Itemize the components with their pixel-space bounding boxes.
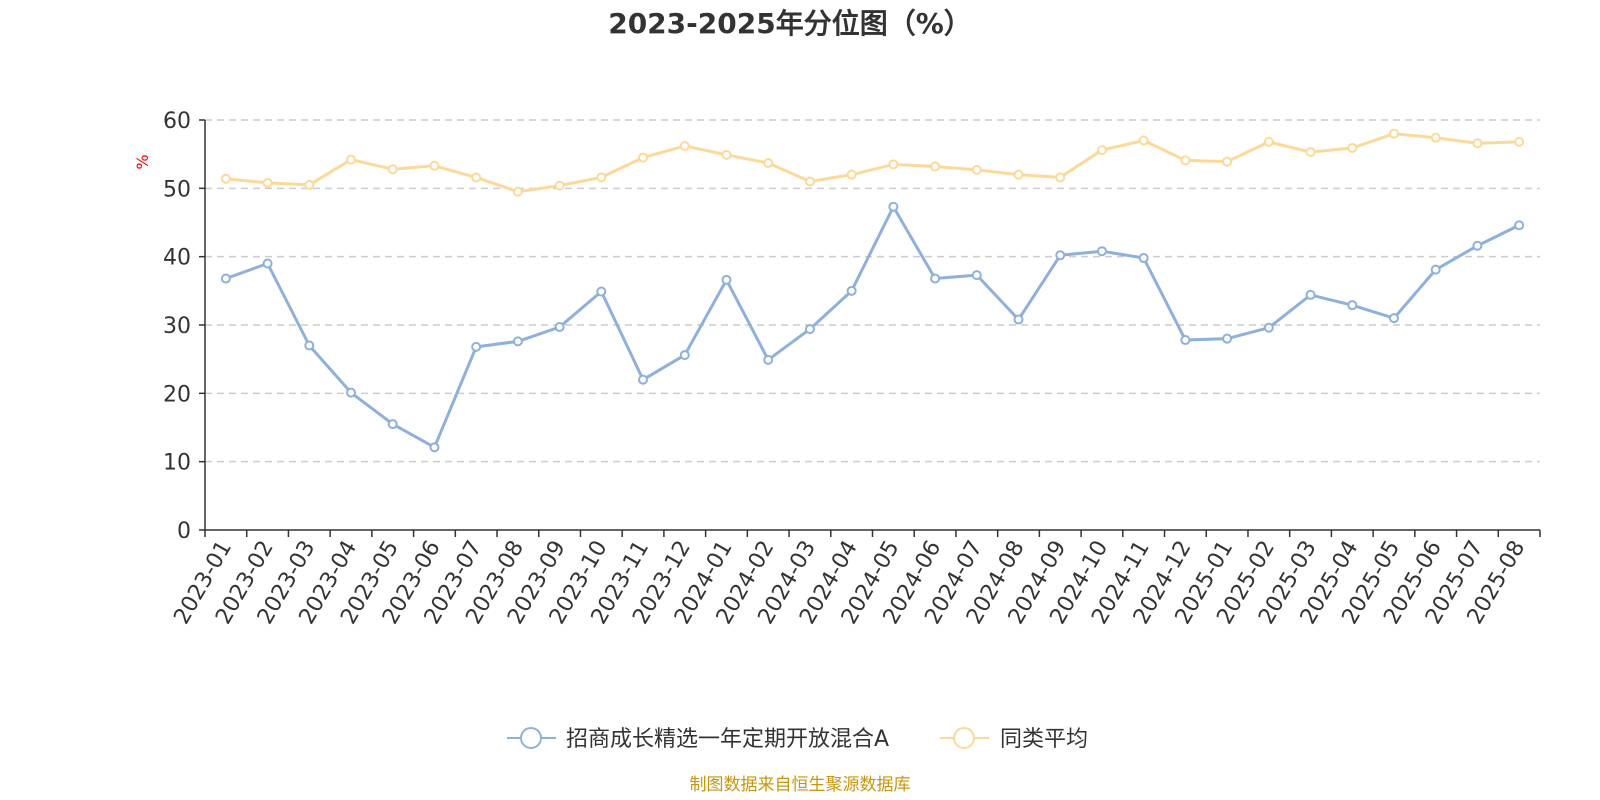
data-point[interactable]: [1430, 264, 1441, 275]
y-tick-label: 10: [163, 451, 191, 476]
data-point[interactable]: [1263, 136, 1274, 147]
data-point[interactable]: [1180, 335, 1191, 346]
y-axis-ticks: 0 10 20 30 40 50 60: [163, 109, 205, 544]
data-point[interactable]: [1347, 143, 1358, 154]
data-point[interactable]: [763, 158, 774, 169]
data-point[interactable]: [346, 387, 357, 398]
data-point[interactable]: [763, 354, 774, 365]
data-point[interactable]: [930, 273, 941, 284]
data-point[interactable]: [888, 159, 899, 170]
data-point[interactable]: [679, 350, 690, 361]
data-point[interactable]: [971, 164, 982, 175]
y-tick-label: 40: [163, 246, 191, 271]
data-point[interactable]: [554, 322, 565, 333]
data-point[interactable]: [429, 160, 440, 171]
y-tick-label: 20: [163, 382, 191, 407]
data-point[interactable]: [1138, 253, 1149, 264]
y-axis-label: %: [133, 154, 152, 169]
data-point[interactable]: [471, 172, 482, 183]
data-point[interactable]: [679, 140, 690, 151]
y-tick-label: 0: [177, 519, 191, 544]
data-point[interactable]: [220, 173, 231, 184]
data-point[interactable]: [846, 169, 857, 180]
data-point[interactable]: [804, 176, 815, 187]
data-point[interactable]: [971, 270, 982, 281]
data-point[interactable]: [1138, 135, 1149, 146]
data-point[interactable]: [262, 258, 273, 269]
series-1: [220, 128, 1525, 197]
legend-fund-marker: [520, 727, 542, 749]
legend-item-average[interactable]: 同类平均: [940, 727, 1088, 752]
data-point[interactable]: [1096, 145, 1107, 156]
data-point[interactable]: [804, 324, 815, 335]
data-point[interactable]: [304, 179, 315, 190]
data-point[interactable]: [888, 201, 899, 212]
data-point[interactable]: [554, 180, 565, 191]
data-point[interactable]: [638, 374, 649, 385]
x-axis-ticks: 2023-012023-022023-032023-042023-052023-…: [169, 530, 1541, 629]
data-point[interactable]: [1096, 246, 1107, 257]
data-point[interactable]: [429, 442, 440, 453]
data-point[interactable]: [721, 274, 732, 285]
data-point[interactable]: [1055, 172, 1066, 183]
data-point[interactable]: [846, 285, 857, 296]
data-point[interactable]: [1472, 138, 1483, 149]
data-point[interactable]: [262, 177, 273, 188]
data-point[interactable]: [596, 286, 607, 297]
data-point[interactable]: [1305, 289, 1316, 300]
series-group: [220, 128, 1525, 453]
data-point[interactable]: [1472, 240, 1483, 251]
data-point[interactable]: [512, 336, 523, 347]
data-point[interactable]: [1222, 156, 1233, 167]
series-line: [225, 205, 1520, 449]
legend-average-marker: [953, 727, 975, 749]
data-point[interactable]: [638, 152, 649, 163]
data-point[interactable]: [1180, 155, 1191, 166]
legend-item-fund[interactable]: 招商成长精选一年定期开放混合A: [507, 727, 889, 752]
data-point[interactable]: [1388, 313, 1399, 324]
grid-lines: [205, 119, 1540, 463]
data-point[interactable]: [1514, 220, 1525, 231]
data-point[interactable]: [930, 161, 941, 172]
data-point[interactable]: [512, 186, 523, 197]
data-point[interactable]: [1013, 169, 1024, 180]
data-point[interactable]: [1514, 136, 1525, 147]
legend-fund-label: 招商成长精选一年定期开放混合A: [566, 727, 889, 752]
data-point[interactable]: [721, 149, 732, 160]
data-point[interactable]: [1430, 132, 1441, 143]
source-note: 制图数据来自恒生聚源数据库: [690, 775, 911, 795]
data-point[interactable]: [1305, 147, 1316, 158]
data-point[interactable]: [387, 164, 398, 175]
series-line: [225, 132, 1520, 194]
y-tick-label: 30: [163, 314, 191, 339]
data-point[interactable]: [387, 419, 398, 430]
legend: 招商成长精选一年定期开放混合A 同类平均: [507, 727, 1088, 752]
data-point[interactable]: [596, 172, 607, 183]
data-point[interactable]: [1055, 250, 1066, 261]
data-point[interactable]: [1388, 128, 1399, 139]
y-tick-label: 50: [163, 177, 191, 202]
data-point[interactable]: [471, 341, 482, 352]
y-tick-label: 60: [163, 109, 191, 134]
data-point[interactable]: [1222, 333, 1233, 344]
data-point[interactable]: [304, 340, 315, 351]
data-point[interactable]: [1013, 314, 1024, 325]
data-point[interactable]: [1263, 322, 1274, 333]
data-point[interactable]: [346, 154, 357, 165]
series-0: [220, 201, 1525, 453]
chart-title: 2023-2025年分位图（%）: [608, 7, 972, 40]
legend-average-label: 同类平均: [1000, 727, 1088, 752]
data-point[interactable]: [220, 273, 231, 284]
data-point[interactable]: [1347, 300, 1358, 311]
